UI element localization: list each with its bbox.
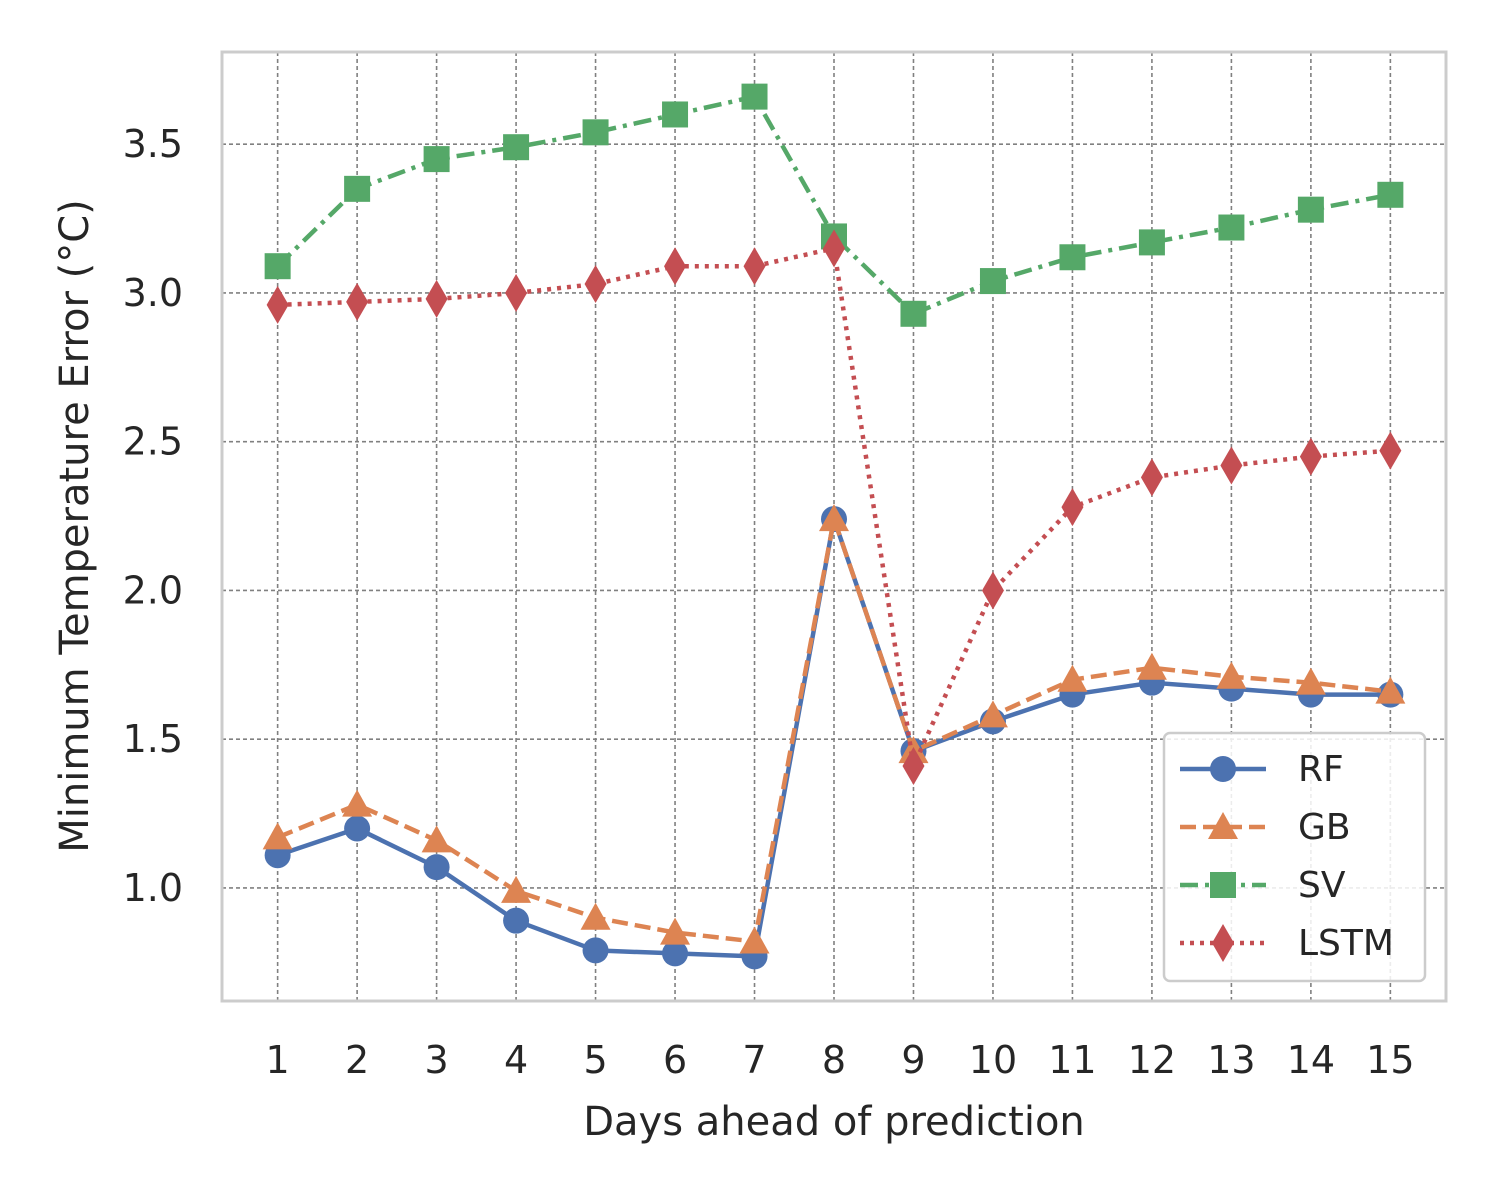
data-point-sv: [1059, 244, 1086, 271]
data-point-sv: [582, 119, 609, 146]
data-point-gb: [501, 875, 532, 903]
legend-marker-rf: [1210, 756, 1236, 782]
grid: [222, 52, 1446, 1001]
data-point-sv: [503, 134, 530, 161]
y-tick-label: 2.5: [123, 420, 183, 464]
y-tick-label: 2.0: [123, 568, 183, 612]
legend-label-lstm: LSTM: [1298, 923, 1394, 964]
data-point-sv: [979, 268, 1006, 295]
data-point-gb: [580, 902, 611, 930]
data-point-lstm: [1140, 458, 1163, 497]
data-point-sv: [1218, 214, 1245, 241]
data-point-lstm: [823, 229, 845, 268]
data-point-sv: [344, 175, 371, 202]
series-gb: [262, 504, 1406, 954]
series-group: [262, 83, 1406, 970]
series-line-gb: [276, 516, 1391, 944]
legend-label-rf: RF: [1298, 749, 1344, 790]
x-tick-label: 13: [1207, 1038, 1255, 1082]
y-tick-label: 1.5: [123, 717, 183, 761]
data-point-rf: [582, 937, 609, 964]
legend-label-sv: SV: [1298, 865, 1346, 906]
data-point-sv: [900, 300, 927, 327]
legend-marker-lstm: [1212, 924, 1234, 962]
series-line-sv: [276, 94, 1391, 317]
data-point-lstm: [1299, 437, 1322, 476]
y-axis-label: Minimum Temperature Error (°C): [52, 199, 98, 853]
legend-item-gb: GB: [1180, 807, 1351, 848]
data-point-gb: [977, 700, 1008, 728]
x-tick-label: 15: [1366, 1038, 1414, 1082]
y-tick-label: 3.0: [123, 271, 183, 315]
x-axis-label: Days ahead of prediction: [583, 1099, 1085, 1145]
x-tick-label: 2: [345, 1038, 369, 1082]
x-tick-label: 9: [901, 1038, 925, 1082]
data-point-rf: [423, 854, 450, 881]
data-point-lstm: [266, 285, 289, 324]
data-point-gb: [421, 825, 452, 853]
series-lstm: [266, 229, 1402, 785]
x-tick-label: 11: [1048, 1038, 1096, 1082]
data-point-lstm: [981, 571, 1004, 610]
data-point-sv: [1297, 196, 1324, 223]
data-point-rf: [662, 940, 689, 967]
data-point-rf: [503, 907, 530, 934]
data-point-lstm: [664, 247, 687, 286]
data-point-gb: [819, 504, 849, 532]
series-rf: [264, 506, 1404, 970]
data-point-gb: [1057, 664, 1088, 692]
x-tick-label: 1: [266, 1038, 290, 1082]
x-tick-label: 14: [1287, 1038, 1335, 1082]
data-point-sv: [264, 253, 291, 280]
data-point-lstm: [425, 279, 448, 318]
legend-item-lstm: LSTM: [1180, 923, 1394, 964]
y-tick-label: 3.5: [123, 122, 183, 166]
data-point-lstm: [1220, 446, 1243, 485]
legend-item-rf: RF: [1180, 749, 1344, 790]
legend-item-sv: SV: [1180, 865, 1346, 906]
x-tick-label: 10: [969, 1038, 1017, 1082]
x-tick-label: 6: [663, 1038, 687, 1082]
data-point-lstm: [1061, 488, 1084, 527]
data-point-sv: [1377, 181, 1404, 208]
data-point-gb: [1216, 661, 1247, 689]
legend: RF GB SV LSTM: [1162, 731, 1427, 983]
data-point-rf: [344, 815, 371, 842]
x-tick-label: 12: [1128, 1038, 1176, 1082]
data-point-lstm: [346, 282, 369, 321]
data-point-gb: [1375, 676, 1406, 704]
data-point-lstm: [584, 265, 607, 304]
legend-box: [1162, 731, 1427, 983]
data-point-gb: [262, 822, 293, 850]
legend-marker-sv: [1210, 872, 1236, 898]
data-point-gb: [1295, 667, 1326, 695]
data-point-sv: [662, 101, 689, 128]
data-point-lstm: [743, 247, 766, 286]
data-point-gb: [342, 789, 373, 817]
data-point-gb: [660, 917, 691, 945]
plot-frame: [220, 50, 1448, 1003]
x-tick-label: 8: [822, 1038, 846, 1082]
data-point-lstm: [1379, 431, 1402, 470]
y-tick-label: 1.0: [123, 866, 183, 910]
data-point-gb: [739, 926, 770, 954]
x-tick-label: 3: [425, 1038, 449, 1082]
data-point-gb: [1136, 652, 1167, 680]
x-tick-label: 7: [742, 1038, 766, 1082]
data-point-lstm: [902, 746, 925, 785]
tick-labels: 1 2 3 4 5 6 7 8 9 10 11 12 13 14 151.01.52.02.53.03.5: [123, 122, 1415, 1082]
x-tick-label: 4: [504, 1038, 528, 1082]
data-point-sv: [741, 83, 768, 110]
data-point-sv: [1138, 229, 1165, 256]
data-point-sv: [423, 146, 450, 173]
legend-marker-gb: [1208, 812, 1238, 839]
x-tick-label: 5: [583, 1038, 607, 1082]
data-point-lstm: [505, 273, 528, 312]
legend-label-gb: GB: [1298, 807, 1351, 848]
